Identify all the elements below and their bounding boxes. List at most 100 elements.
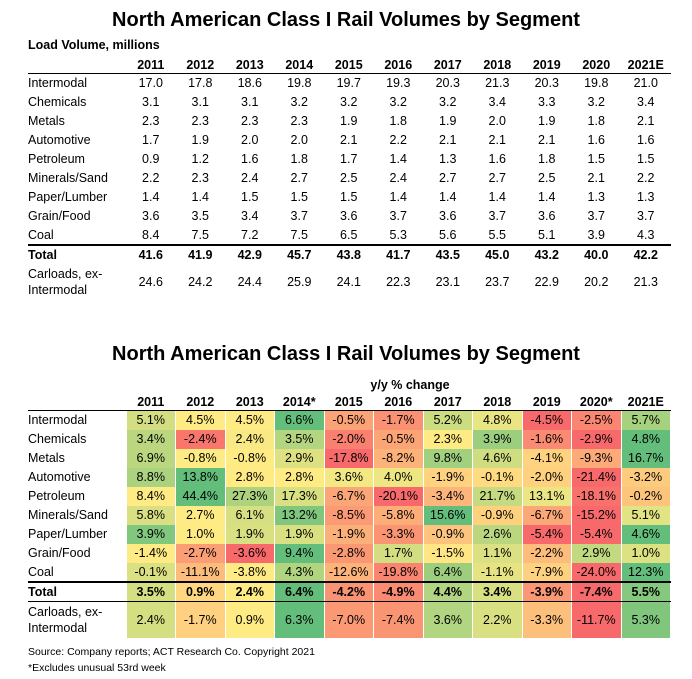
volume-cell: 41.7	[373, 243, 423, 264]
yoy-cell: -1.1%	[472, 562, 523, 582]
volume-cell: 3.5	[191, 209, 209, 223]
volume-cell: 5.5	[488, 227, 506, 242]
yoy-row-label: Total	[28, 580, 126, 602]
volume-cell: 2.2	[637, 171, 655, 185]
volume-cell: 1.3	[587, 190, 605, 204]
volume-cell: 20.2	[584, 274, 609, 289]
volume-cell: 3.1	[191, 95, 209, 109]
yoy-cell: 15.6%	[422, 505, 473, 525]
yoy-row-total: Total 3.5% 0.9% 2.4% 6.4% -4.2% -4.9% 4.4% 3.4% -…	[28, 580, 671, 602]
volume-cell: 1.3	[637, 190, 655, 204]
volume-cell: 17.0	[138, 76, 163, 91]
volume-cell: 3.2	[290, 95, 308, 109]
yoy-cell: -3.6%	[224, 543, 275, 563]
volume-cell: 3.2	[439, 95, 457, 109]
yoy-cell: 1.7%	[373, 543, 424, 563]
volume-cell: 2.0	[290, 133, 308, 147]
yoy-cell: -3.4%	[422, 486, 473, 506]
yoy-cell: -0.2%	[620, 486, 671, 506]
yoy-cell: 9.4%	[274, 543, 325, 563]
chart-title-volumes: North American Class I Rail Volumes by S…	[112, 9, 580, 31]
yoy-cell: -2.8%	[323, 543, 374, 563]
yoy-cell: -6.7%	[521, 505, 572, 525]
volume-cell: 41.6	[126, 243, 176, 264]
yoy-col-header-2017: 2017	[423, 393, 473, 411]
yoy-cell: -2.4%	[175, 429, 226, 449]
volume-col-header-2016: 2016	[373, 56, 423, 74]
volume-cell: 3.1	[142, 95, 160, 109]
yoy-cell: -4.9%	[373, 580, 424, 602]
yoy-cell: 2.9%	[571, 543, 622, 563]
yoy-cell: 8.8%	[125, 467, 176, 487]
yoy-cell: -8.2%	[373, 448, 424, 468]
volume-cell: 1.3	[439, 152, 457, 166]
yoy-cell: 13.2%	[274, 505, 325, 525]
yoy-cell: 27.3%	[224, 486, 275, 506]
volume-cell: 1.7	[340, 152, 358, 166]
yoy-row-label: Coal	[28, 564, 54, 579]
yoy-cell: -11.7%	[571, 601, 622, 638]
volume-row-label: Chemicals	[28, 95, 87, 109]
yoy-cell: -0.5%	[323, 410, 374, 430]
volume-cell: 1.4	[538, 190, 556, 204]
yoy-cell: 1.9%	[274, 524, 325, 544]
yoy-row-grain-food: Grain/Food -1.4% -2.7% -3.6% 9.4% -2.8% 1.7% -1…	[28, 543, 671, 563]
volume-cell: 17.8	[188, 76, 213, 91]
yoy-cell: 3.9%	[125, 524, 176, 544]
volume-cell: 7.5	[191, 227, 209, 242]
volume-cell: 19.8	[584, 76, 609, 91]
yoy-row-label: Intermodal	[28, 413, 88, 428]
volume-cell: 1.2	[191, 152, 209, 166]
volume-cell: 3.6	[538, 209, 556, 223]
yoy-col-header-2012: 2012	[175, 393, 225, 411]
yoy-cell: -2.0%	[323, 429, 374, 449]
yoy-col-header-2011: 2011	[126, 393, 176, 411]
subtitle-yoy: y/y % change	[370, 378, 450, 392]
volume-cell: 21.0	[633, 76, 658, 91]
volume-cell: 3.7	[389, 209, 407, 223]
yoy-col-header-2015: 2015	[324, 393, 374, 411]
volume-cell: 2.2	[142, 171, 160, 185]
yoy-row-label: Chemicals	[28, 432, 87, 446]
volume-cell: 1.8	[538, 152, 556, 166]
yoy-cell: -4.1%	[521, 448, 572, 468]
volume-cell: 24.6	[138, 274, 163, 289]
yoy-cell: 17.3%	[274, 486, 325, 506]
yoy-col-header-2016: 2016	[373, 393, 423, 411]
volume-cell: 3.4	[488, 95, 506, 109]
volume-cell: 23.7	[485, 274, 510, 289]
volume-cell: 7.2	[241, 227, 259, 242]
volume-row-automotive: Automotive 1.7 1.9 2.0 2.0 2.1 2.2 2.1 2.1 2.1 1.6…	[28, 131, 671, 150]
yoy-cell: 2.8%	[224, 467, 275, 487]
volume-row-metals: Metals 2.3 2.3 2.3 2.3 1.9 1.8 1.9 2.0 1.9 1.8 2.1	[28, 112, 671, 131]
volume-cell: 8.4	[142, 227, 160, 242]
yoy-heatmap-table: 2011 2012 2013 2014* 2015 2016 2017 2018 2019 202…	[28, 393, 671, 638]
volume-col-header-2018: 2018	[472, 56, 522, 74]
yoy-cell: -0.9%	[472, 505, 523, 525]
volume-cell: 1.7	[142, 133, 160, 147]
yoy-cell: 2.2%	[472, 601, 523, 638]
volume-cell: 1.6	[241, 152, 259, 166]
volume-cell: 3.9	[587, 227, 605, 242]
yoy-cell: 2.3%	[422, 429, 473, 449]
volume-cell: 2.1	[439, 133, 457, 147]
volume-cell: 25.9	[287, 274, 312, 289]
volume-cell: 1.6	[637, 133, 655, 147]
volume-cell: 20.3	[435, 76, 460, 91]
yoy-cell: -2.9%	[571, 429, 622, 449]
volume-cell: 42.2	[621, 243, 671, 264]
yoy-cell: -2.7%	[175, 543, 226, 563]
volume-row-chemicals: Chemicals 3.1 3.1 3.1 3.2 3.2 3.2 3.2 3.4 3.3 3.2 3…	[28, 93, 671, 112]
volume-row-label: Total	[28, 243, 126, 264]
volume-cell: 4.3	[637, 227, 655, 242]
volume-cell: 2.1	[587, 171, 605, 185]
volume-cell: 24.2	[188, 274, 213, 289]
yoy-cell: 44.4%	[175, 486, 226, 506]
yoy-row-label: Carloads, ex- Intermodal	[28, 604, 103, 635]
volume-cell: 3.1	[241, 95, 259, 109]
volume-cell: 24.1	[336, 274, 361, 289]
volume-cell: 2.1	[340, 133, 358, 147]
yoy-cell: -20.1%	[373, 486, 424, 506]
volume-header-corner	[28, 56, 126, 74]
yoy-cell: 4.8%	[472, 410, 523, 430]
